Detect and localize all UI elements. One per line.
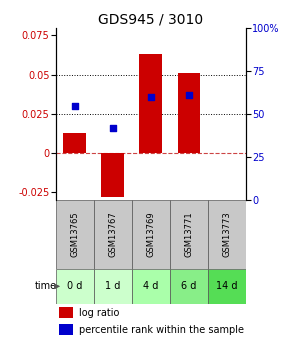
Text: 1 d: 1 d bbox=[105, 282, 120, 291]
Bar bbox=[63, 133, 86, 153]
Text: 6 d: 6 d bbox=[181, 282, 197, 291]
Text: 0 d: 0 d bbox=[67, 282, 82, 291]
Bar bbox=[208, 200, 246, 269]
Bar bbox=[170, 200, 208, 269]
Bar bbox=[132, 269, 170, 304]
Text: percentile rank within the sample: percentile rank within the sample bbox=[79, 325, 243, 335]
Bar bbox=[178, 73, 200, 153]
Bar bbox=[94, 200, 132, 269]
Text: GSM13773: GSM13773 bbox=[223, 212, 231, 257]
Bar bbox=[59, 324, 73, 335]
Bar bbox=[59, 307, 73, 318]
Point bbox=[149, 94, 153, 99]
Point bbox=[187, 92, 191, 98]
Bar bbox=[132, 200, 170, 269]
Text: time: time bbox=[34, 282, 57, 291]
Text: 14 d: 14 d bbox=[216, 282, 238, 291]
Title: GDS945 / 3010: GDS945 / 3010 bbox=[98, 12, 203, 27]
Text: log ratio: log ratio bbox=[79, 308, 119, 317]
Text: GSM13767: GSM13767 bbox=[108, 212, 117, 257]
Bar bbox=[101, 153, 124, 197]
Text: 4 d: 4 d bbox=[143, 282, 159, 291]
Bar bbox=[56, 269, 94, 304]
Bar bbox=[139, 54, 162, 153]
Bar bbox=[94, 269, 132, 304]
Text: GSM13769: GSM13769 bbox=[146, 212, 155, 257]
Point bbox=[110, 125, 115, 131]
Text: GSM13765: GSM13765 bbox=[70, 212, 79, 257]
Text: GSM13771: GSM13771 bbox=[185, 212, 193, 257]
Point bbox=[72, 103, 77, 109]
Bar bbox=[56, 200, 94, 269]
Bar bbox=[170, 269, 208, 304]
Bar bbox=[208, 269, 246, 304]
